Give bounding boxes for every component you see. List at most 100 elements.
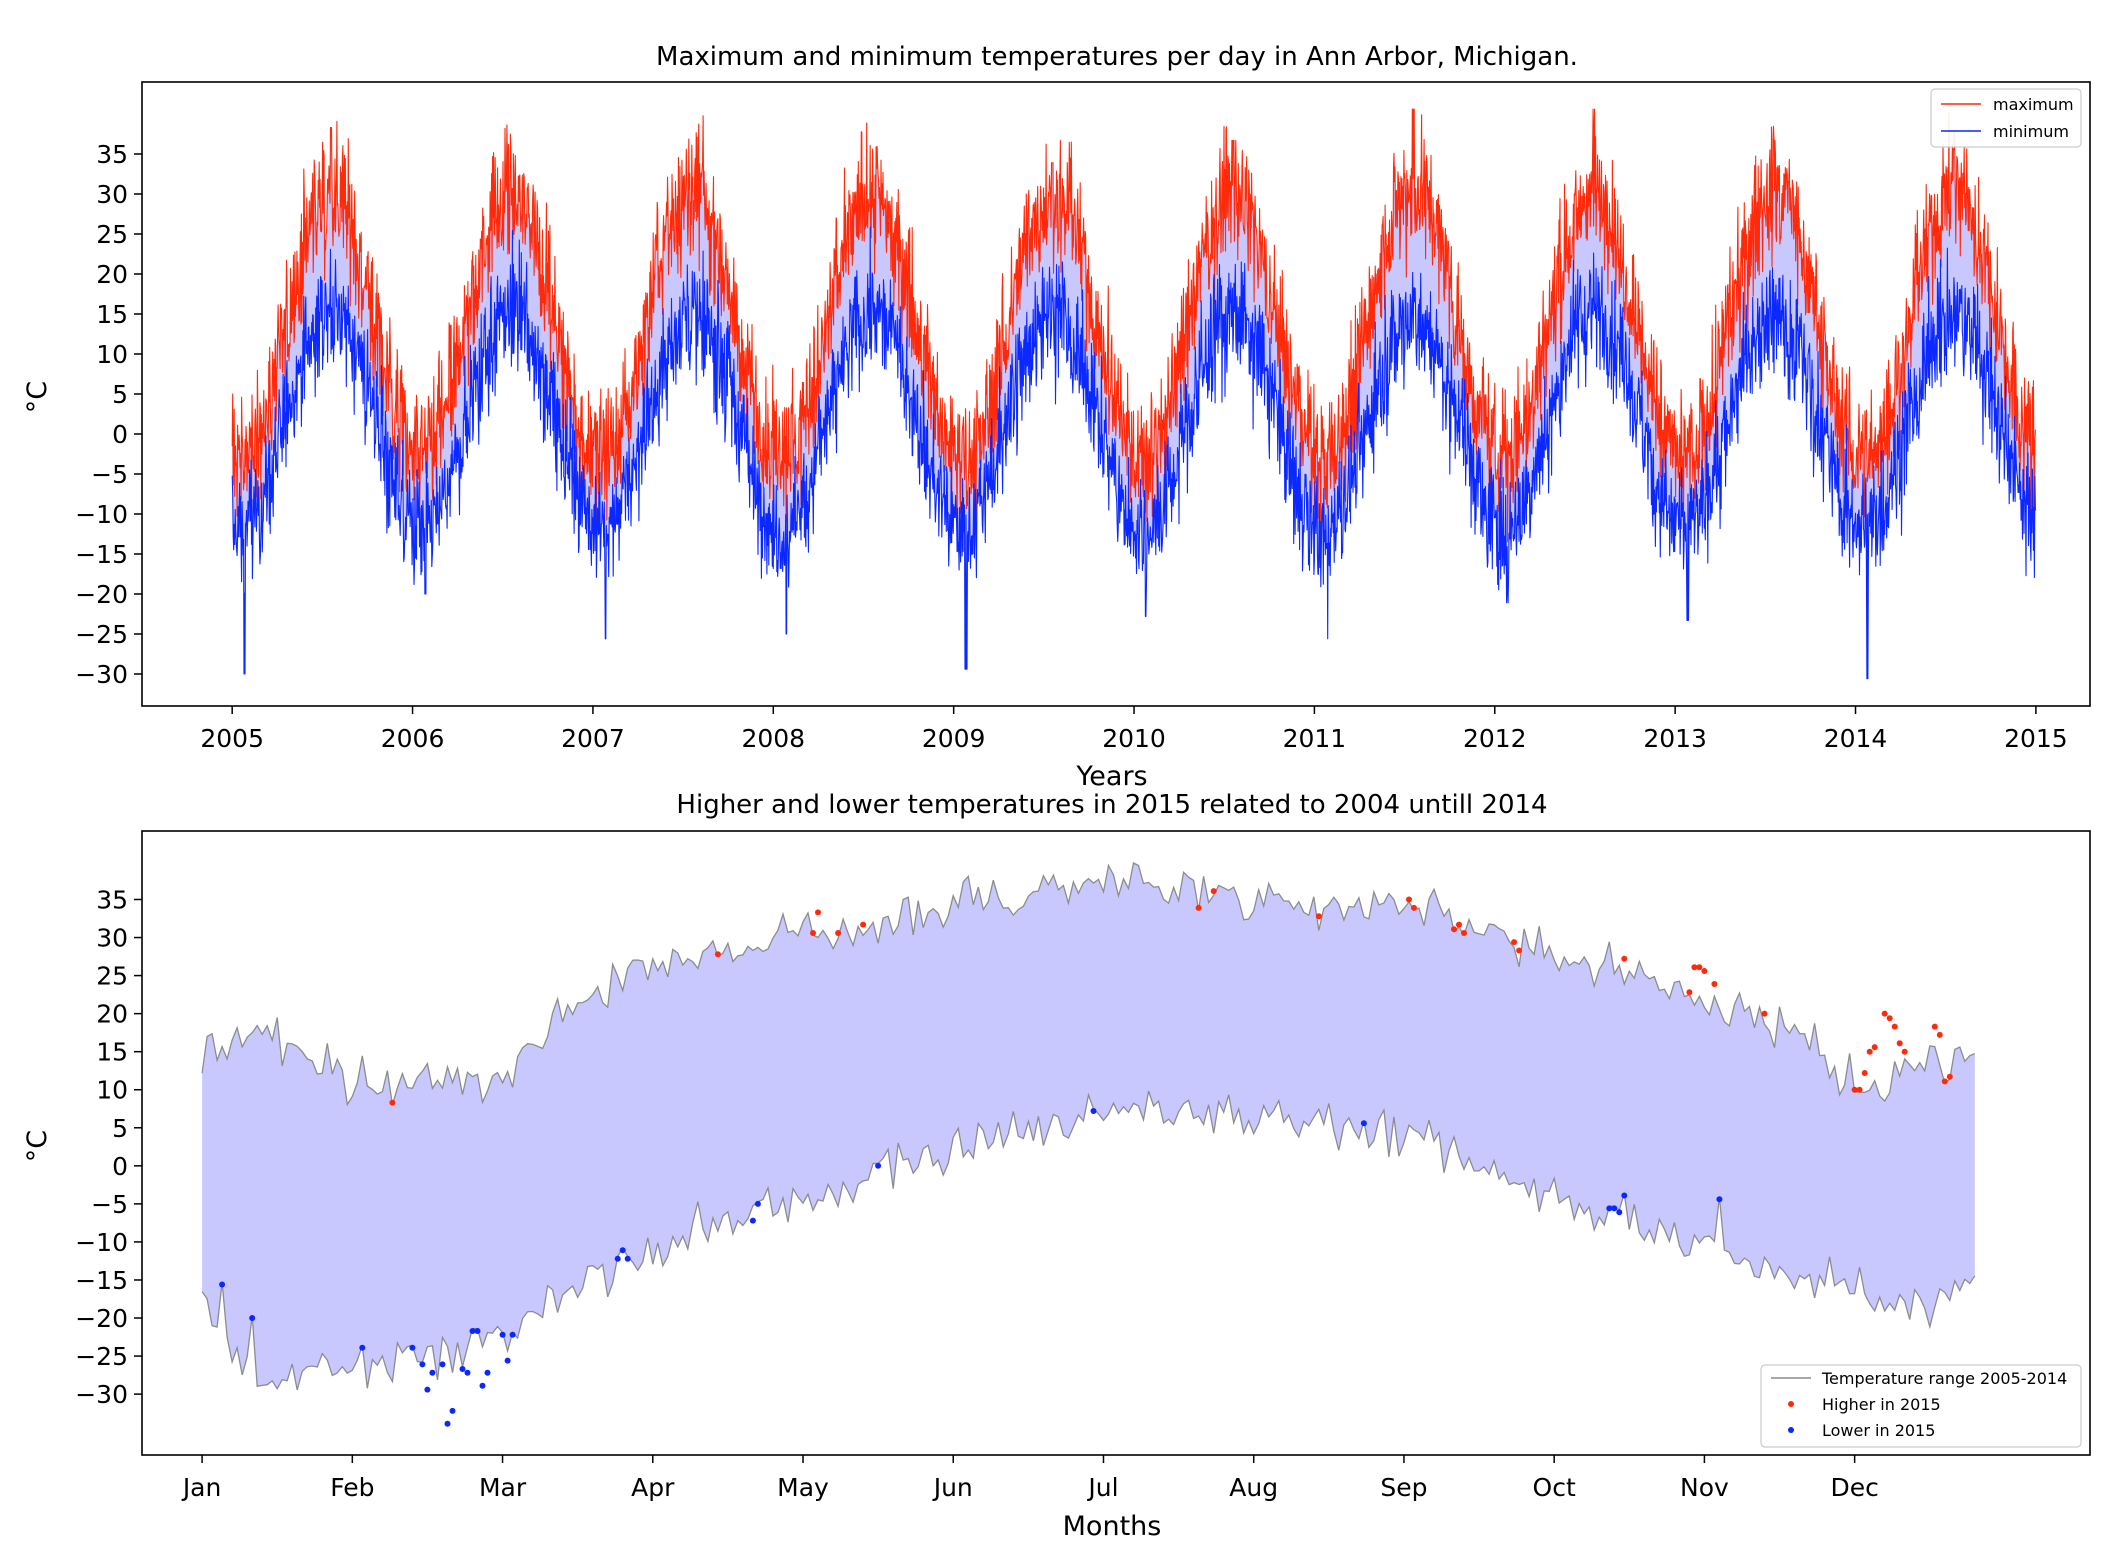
y-tick-label: 15 xyxy=(96,1038,128,1067)
point-lower-2015 xyxy=(464,1369,471,1376)
temperature-band-layer xyxy=(232,109,2036,679)
x-tick-label: Feb xyxy=(330,1473,374,1502)
x-tick-label: 2009 xyxy=(922,724,986,753)
point-lower-2015 xyxy=(439,1361,446,1368)
point-higher-2015 xyxy=(1856,1086,1863,1093)
legend-marker-higher xyxy=(1788,1401,1794,1407)
point-lower-2015 xyxy=(509,1331,516,1338)
y-tick-label: −25 xyxy=(75,620,128,649)
point-higher-2015 xyxy=(860,921,867,928)
y-axis: −30 −25 −20 −15 −10 −5 0 5 10 15 20 25 30 35 xyxy=(75,140,142,689)
point-lower-2015 xyxy=(359,1344,366,1351)
point-higher-2015 xyxy=(1886,1015,1893,1022)
x-axis-label: Months xyxy=(1063,1511,1162,1542)
point-higher-2015 xyxy=(1701,968,1708,974)
y-tick-label: 0 xyxy=(112,420,128,449)
point-higher-2015 xyxy=(1686,989,1693,996)
x-tick-label: Jun xyxy=(932,1473,973,1502)
point-lower-2015 xyxy=(419,1361,426,1368)
point-higher-2015 xyxy=(1461,930,1467,936)
point-higher-2015 xyxy=(1451,926,1457,933)
legend-label-minimum: minimum xyxy=(1993,122,2069,141)
y-tick-label: −25 xyxy=(75,1342,128,1371)
x-tick-label: 2010 xyxy=(1102,724,1166,753)
point-lower-2015 xyxy=(479,1382,486,1389)
legend: maximum minimum xyxy=(1930,88,2082,148)
x-tick-label: Aug xyxy=(1229,1473,1278,1502)
point-higher-2015 xyxy=(1851,1086,1858,1093)
y-tick-label: −5 xyxy=(91,1190,128,1219)
point-lower-2015 xyxy=(474,1328,481,1334)
point-higher-2015 xyxy=(1896,1040,1903,1047)
chart-title: Higher and lower temperatures in 2015 re… xyxy=(676,790,1547,820)
x-tick-label: 2013 xyxy=(1643,724,1707,753)
point-lower-2015 xyxy=(484,1369,491,1376)
point-lower-2015 xyxy=(754,1200,761,1207)
point-higher-2015 xyxy=(1210,888,1217,895)
point-lower-2015 xyxy=(459,1366,466,1372)
chart-title: Maximum and minimum temperatures per day… xyxy=(656,42,1578,72)
point-higher-2015 xyxy=(1871,1044,1878,1051)
x-axis: Jan Feb Mar Apr May Jun Jul Aug Sep Oct Nov Dec xyxy=(181,1455,1879,1502)
legend-frame xyxy=(1760,1364,2082,1448)
point-lower-2015 xyxy=(424,1386,431,1393)
temperature-2015-chart: Higher and lower temperatures in 2015 re… xyxy=(22,790,2091,1542)
point-higher-2015 xyxy=(1696,964,1703,971)
point-higher-2015 xyxy=(1511,939,1518,946)
point-lower-2015 xyxy=(504,1357,511,1364)
scatter-points-layer xyxy=(219,888,1953,1427)
y-tick-label: 35 xyxy=(96,140,128,169)
point-higher-2015 xyxy=(389,1099,396,1106)
x-tick-label: Oct xyxy=(1533,1473,1576,1502)
y-tick-label: 25 xyxy=(96,220,128,249)
x-tick-label: Sep xyxy=(1380,1473,1427,1502)
legend-label-maximum: maximum xyxy=(1993,95,2074,114)
y-tick-label: 20 xyxy=(96,1000,128,1029)
point-lower-2015 xyxy=(1611,1205,1618,1212)
point-higher-2015 xyxy=(1195,904,1202,911)
point-higher-2015 xyxy=(1881,1010,1888,1017)
y-tick-label: 30 xyxy=(96,924,128,953)
point-lower-2015 xyxy=(749,1217,756,1224)
y-tick-label: 15 xyxy=(96,300,128,329)
point-higher-2015 xyxy=(1761,1010,1768,1017)
x-tick-label: Nov xyxy=(1680,1473,1729,1502)
point-higher-2015 xyxy=(1516,947,1523,954)
y-tick-label: −30 xyxy=(75,1380,128,1409)
point-higher-2015 xyxy=(835,930,842,936)
y-tick-label: −5 xyxy=(91,460,128,489)
x-tick-label: Jul xyxy=(1086,1473,1118,1502)
y-tick-label: −10 xyxy=(75,1228,128,1257)
x-tick-label: Apr xyxy=(631,1473,675,1502)
fill-between-band xyxy=(232,109,2036,679)
point-lower-2015 xyxy=(619,1247,626,1254)
y-axis-label: °C xyxy=(22,381,53,413)
point-lower-2015 xyxy=(1606,1205,1613,1212)
y-tick-label: 10 xyxy=(96,1076,128,1105)
legend-label-higher: Higher in 2015 xyxy=(1822,1395,1941,1414)
y-tick-label: −15 xyxy=(75,540,128,569)
temperature-range-band xyxy=(201,862,1976,1391)
point-lower-2015 xyxy=(444,1420,451,1427)
y-tick-label: −15 xyxy=(75,1266,128,1295)
point-higher-2015 xyxy=(1456,921,1462,928)
plot-frame xyxy=(141,830,2091,1456)
point-higher-2015 xyxy=(1411,904,1417,911)
point-higher-2015 xyxy=(1711,981,1718,987)
point-higher-2015 xyxy=(815,909,821,916)
range-upper-line xyxy=(201,862,1976,1107)
point-higher-2015 xyxy=(1406,896,1412,903)
x-axis-label: Years xyxy=(1075,761,1147,792)
point-higher-2015 xyxy=(1941,1078,1948,1085)
point-higher-2015 xyxy=(1931,1023,1938,1030)
y-tick-label: 30 xyxy=(96,180,128,209)
point-higher-2015 xyxy=(810,930,816,936)
x-tick-label: 2006 xyxy=(381,724,445,753)
x-tick-label: 2014 xyxy=(1824,724,1888,753)
series-line-maximum xyxy=(231,108,2036,543)
point-lower-2015 xyxy=(429,1369,436,1376)
y-tick-label: 5 xyxy=(112,380,128,409)
point-higher-2015 xyxy=(1946,1073,1953,1080)
range-lower-line xyxy=(201,1090,1976,1391)
point-lower-2015 xyxy=(1716,1196,1723,1203)
